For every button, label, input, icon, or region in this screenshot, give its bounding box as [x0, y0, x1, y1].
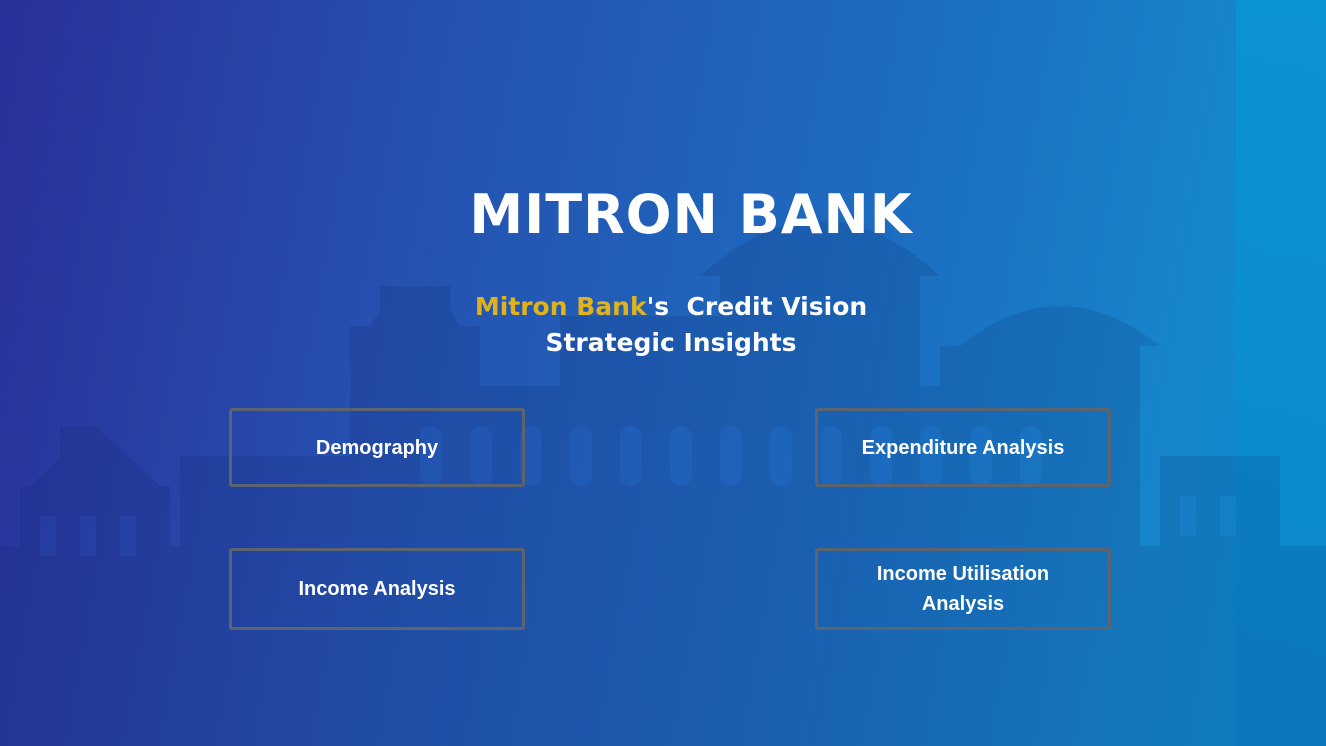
subtitle-brand: Mitron Bank [474, 292, 647, 321]
expenditure-analysis-button[interactable]: Expenditure Analysis [815, 408, 1111, 487]
subtitle-line-2: Strategic Insights [545, 328, 797, 357]
background-panel [0, 0, 1236, 746]
income-utilisation-label-line-1: Income Utilisation [876, 563, 1050, 585]
demography-button-label: Demography [315, 436, 439, 459]
income-utilisation-label-line-2: Analysis [921, 593, 1005, 615]
income-analysis-button-label: Income Analysis [298, 578, 456, 600]
subtitle-line-1: Mitron Bank's Credit Vision [0, 289, 1326, 325]
income-analysis-button[interactable]: Income Analysis [229, 548, 525, 630]
expenditure-analysis-button-label: Expenditure Analysis [861, 436, 1065, 459]
page-title: MITRON BANK [469, 183, 913, 246]
bank-building-illustration [0, 221, 1326, 746]
subtitle-suffix: 's Credit Vision [646, 292, 868, 321]
income-utilisation-analysis-button[interactable]: Income Utilisation Analysis [815, 548, 1111, 630]
right-edge-band [1236, 0, 1326, 746]
income-utilisation-analysis-button-label: Income Utilisation Analysis [877, 559, 1049, 619]
demography-button[interactable]: Demography [229, 408, 525, 487]
page-subtitle: Mitron Bank's Credit Vision Strategic In… [0, 289, 1326, 361]
